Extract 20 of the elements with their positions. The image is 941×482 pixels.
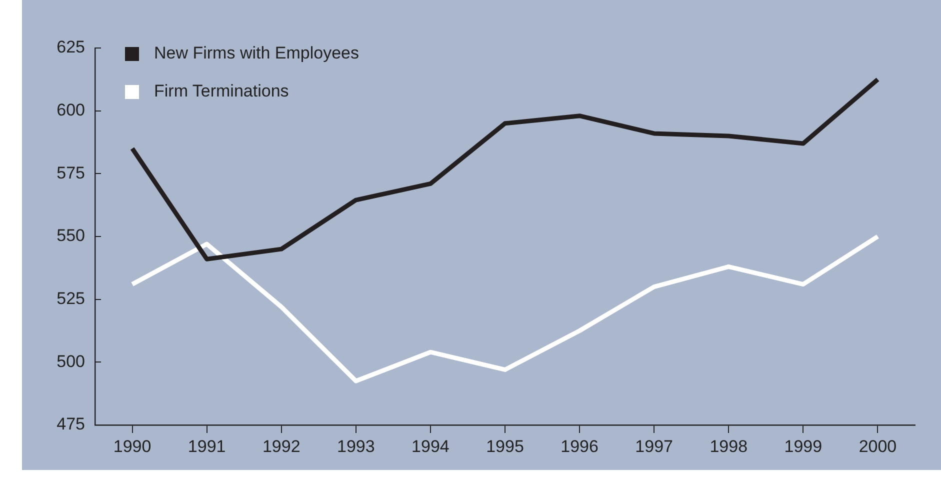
x-tick-label: 1990 (113, 436, 152, 456)
legend-label: New Firms with Employees (154, 44, 359, 63)
x-tick-label: 1991 (188, 436, 226, 456)
x-tick-label: 1998 (710, 436, 748, 456)
y-tick-label: 625 (56, 38, 85, 57)
y-tick-label: 525 (56, 289, 85, 308)
y-tick-label: 475 (56, 414, 85, 434)
x-tick-label: 1995 (486, 436, 524, 456)
y-tick-label: 575 (56, 163, 85, 182)
x-tick-label: 1993 (336, 436, 375, 456)
legend-label: Firm Terminations (154, 82, 289, 101)
x-tick-label: 1996 (560, 436, 598, 456)
y-tick-label: 500 (56, 352, 85, 371)
x-tick-label: 2000 (858, 436, 897, 456)
x-tick-label: 1992 (262, 436, 300, 456)
x-tick-label: 1997 (635, 436, 674, 456)
x-tick-label: 1994 (412, 436, 450, 456)
y-tick-label: 550 (56, 226, 85, 246)
y-tick-label: 600 (56, 100, 85, 120)
x-tick-label: 1999 (784, 436, 822, 456)
